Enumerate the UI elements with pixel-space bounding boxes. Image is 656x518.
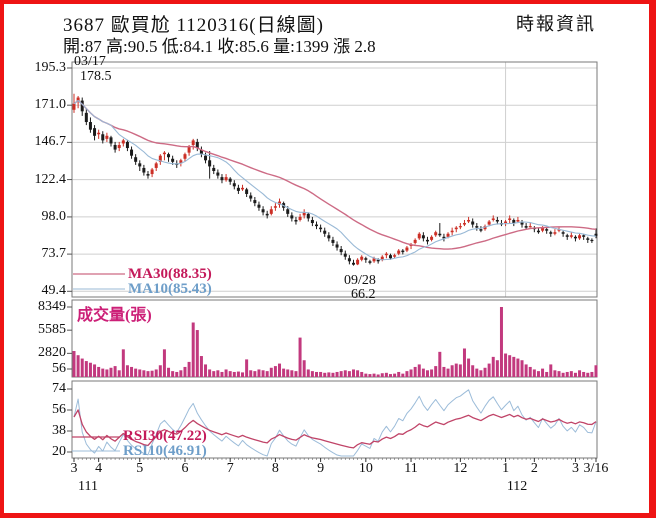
data-source: 時報資訊 xyxy=(516,14,596,34)
price-tick-label: 122.4 xyxy=(34,171,67,187)
rsi30-legend: RSI30(47.22) xyxy=(123,428,207,444)
volume-pane-label: 成交量(張) xyxy=(77,307,152,324)
annotation-trough-date: 09/28 xyxy=(344,273,376,288)
price-tick-label: 98.0 xyxy=(41,208,67,224)
month-tick-label: 9 xyxy=(317,461,325,476)
month-tick-label: 7 xyxy=(226,461,234,476)
month-tick-label: 3 xyxy=(571,461,579,476)
ma10-legend: MA10(85.43) xyxy=(128,281,212,297)
volume-tick-label: 56 xyxy=(52,361,66,376)
month-tick-label: 5 xyxy=(136,461,144,476)
month-tick-label: 1 xyxy=(502,461,510,476)
month-tick-label: 12 xyxy=(453,461,468,476)
month-tick-label: 10 xyxy=(358,461,373,476)
month-tick-label: 3/16 xyxy=(583,461,609,476)
rsi-tick-label: 56 xyxy=(52,402,66,417)
price-tick-label: 195.3 xyxy=(34,60,67,75)
red-border-left xyxy=(0,0,4,518)
red-border-top xyxy=(0,0,656,4)
red-border-bottom xyxy=(0,513,656,518)
year-tick-label: 111 xyxy=(77,479,98,494)
annotation-trough-price: 66.2 xyxy=(351,287,376,302)
volume-tick-label: 8349 xyxy=(38,299,66,314)
volume-tick-label: 2820 xyxy=(38,345,66,361)
price-tick-label: 146.7 xyxy=(34,134,67,150)
month-tick-label: 8 xyxy=(271,461,279,476)
ma30-legend: MA30(88.35) xyxy=(128,266,212,282)
rsi10-legend: RSI10(46.91) xyxy=(123,443,207,459)
price-tick-label: 49.4 xyxy=(41,283,67,299)
month-tick-label: 6 xyxy=(181,461,189,476)
month-tick-label: 11 xyxy=(404,461,418,476)
quote-summary: 開:87 高:90.5 低:84.1 收:85.6 量:1399 漲 2.8 xyxy=(63,37,376,56)
volume-tick-label: 5585 xyxy=(38,322,66,338)
annotation-peak-date: 03/17 xyxy=(74,54,106,69)
chart-title: 3687 歐買尬 1120316(日線圖) xyxy=(63,15,324,36)
price-tick-label: 73.7 xyxy=(41,246,67,262)
red-border-right xyxy=(649,0,656,518)
rsi-tick-label: 74 xyxy=(52,381,66,396)
year-tick-label: 112 xyxy=(506,479,528,494)
rsi-tick-label: 38 xyxy=(52,423,66,438)
price-tick-label: 171.0 xyxy=(34,97,67,113)
month-tick-label: 4 xyxy=(95,461,103,476)
month-tick-label: 2 xyxy=(530,461,538,476)
month-tick-label: 3 xyxy=(70,461,78,476)
annotation-peak-price: 178.5 xyxy=(80,69,112,84)
rsi-tick-label: 20 xyxy=(52,444,66,459)
